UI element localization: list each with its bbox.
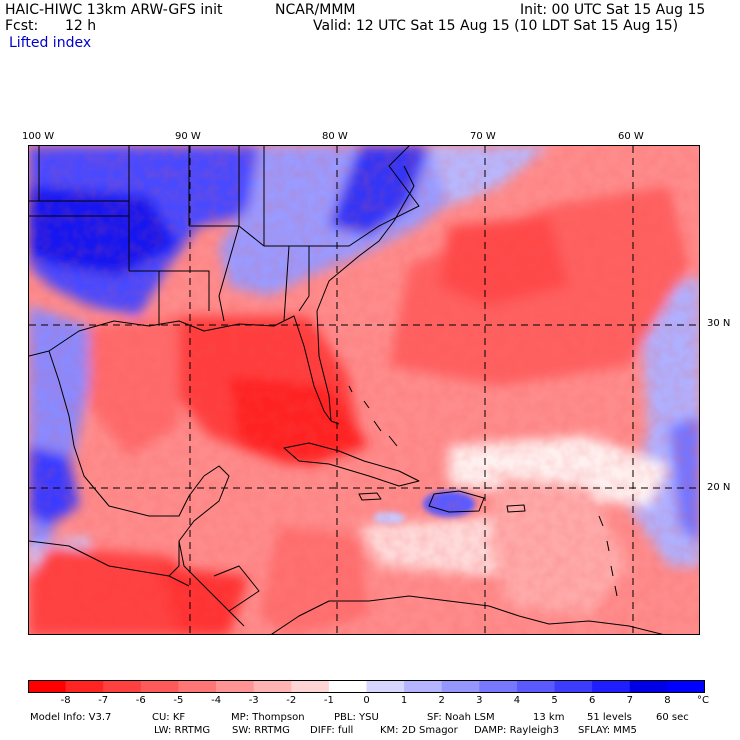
colorbar-tick-label: 0 (363, 695, 370, 706)
lon-label-80w: 80 W (322, 131, 348, 142)
colorbar-swatch (178, 680, 217, 693)
colorbar-tick-label: 2 (438, 695, 445, 706)
colorbar-swatch (253, 680, 292, 693)
lat-label-20n: 20 N (707, 482, 731, 493)
field-name: Lifted index (9, 35, 92, 51)
colorbar-swatch (404, 680, 443, 693)
colorbar-swatch (479, 680, 518, 693)
valid-label: Valid: 12 UTC Sat 15 Aug 15 (10 LDT Sat … (313, 18, 679, 34)
colorbar-swatch (28, 680, 67, 693)
colorbar-tick-label: -4 (211, 695, 222, 706)
colorbar-swatch (554, 680, 593, 693)
colorbar-swatch (592, 680, 631, 693)
colorbar-swatch (140, 680, 179, 693)
footer-cu: CU: KF (152, 712, 186, 723)
colorbar-swatch (629, 680, 668, 693)
footer-km: KM: 2D Smagor (380, 725, 458, 736)
colorbar-unit: °C (697, 695, 709, 706)
model-title: HAIC-HIWC 13km ARW-GFS init (5, 2, 223, 18)
colorbar-swatch (516, 680, 556, 693)
colorbar-tick-label: -6 (135, 695, 146, 706)
lon-label-60w: 60 W (618, 131, 644, 142)
footer-levels: 51 levels (587, 712, 632, 723)
footer-timestep: 60 sec (656, 712, 689, 723)
footer-sf: SF: Noah LSM (427, 712, 495, 723)
footer-resolution: 13 km (533, 712, 565, 723)
fcst-value: 12 h (65, 18, 97, 34)
init-label: Init: 00 UTC Sat 15 Aug 15 (520, 2, 706, 18)
footer-damp: DAMP: Rayleigh3 (474, 725, 560, 736)
colorbar-swatch (441, 680, 480, 693)
colorbar-tick-label: -5 (173, 695, 184, 706)
lifted-index-map (28, 145, 700, 635)
colorbar-graphic (28, 680, 705, 693)
colorbar-swatch (291, 680, 330, 693)
colorbar-border (28, 680, 705, 693)
colorbar-tick-label: 7 (626, 695, 633, 706)
map-graphic (29, 146, 699, 634)
lon-label-90w: 90 W (175, 131, 201, 142)
footer-mp: MP: Thompson (231, 712, 305, 723)
colorbar-tick-label: 1 (400, 695, 408, 706)
colorbar-swatch (103, 680, 142, 693)
colorbar-swatch (366, 680, 405, 693)
coastlines (29, 146, 664, 634)
colorbar-swatch (216, 680, 255, 693)
colorbar-tick-label: -8 (60, 695, 71, 706)
footer-sflay: SFLAY: MM5 (578, 725, 637, 736)
fcst-label: Fcst: (5, 18, 39, 34)
colorbar-swatch (65, 680, 104, 693)
colorbar-tick-label: 6 (589, 695, 596, 706)
colorbar-swatch (667, 680, 705, 693)
colorbar-tick-label: 4 (513, 695, 521, 706)
colorbar-tick-label: -1 (323, 695, 334, 706)
colorbar (28, 680, 705, 693)
lon-label-100w: 100 W (22, 131, 55, 142)
colorbar-tick-label: 5 (551, 695, 558, 706)
footer-diff: DIFF: full (310, 725, 354, 736)
footer-sw: SW: RRTMG (232, 725, 290, 736)
colorbar-tick-label: -3 (248, 695, 259, 706)
colorbar-tick-label: 8 (664, 695, 671, 706)
colorbar-tick-label: -7 (98, 695, 109, 706)
colorbar-tick-label: -2 (286, 695, 297, 706)
colorbar-tick-label: 3 (476, 695, 483, 706)
lon-label-70w: 70 W (470, 131, 496, 142)
footer-model-info: Model Info: V3.7 (30, 712, 112, 723)
field-texture (29, 146, 699, 634)
lat-label-30n: 30 N (707, 318, 731, 329)
footer-lw: LW: RRTMG (154, 725, 211, 736)
org-label: NCAR/MMM (275, 2, 356, 18)
footer-pbl: PBL: YSU (334, 712, 379, 723)
colorbar-swatch (328, 680, 367, 693)
